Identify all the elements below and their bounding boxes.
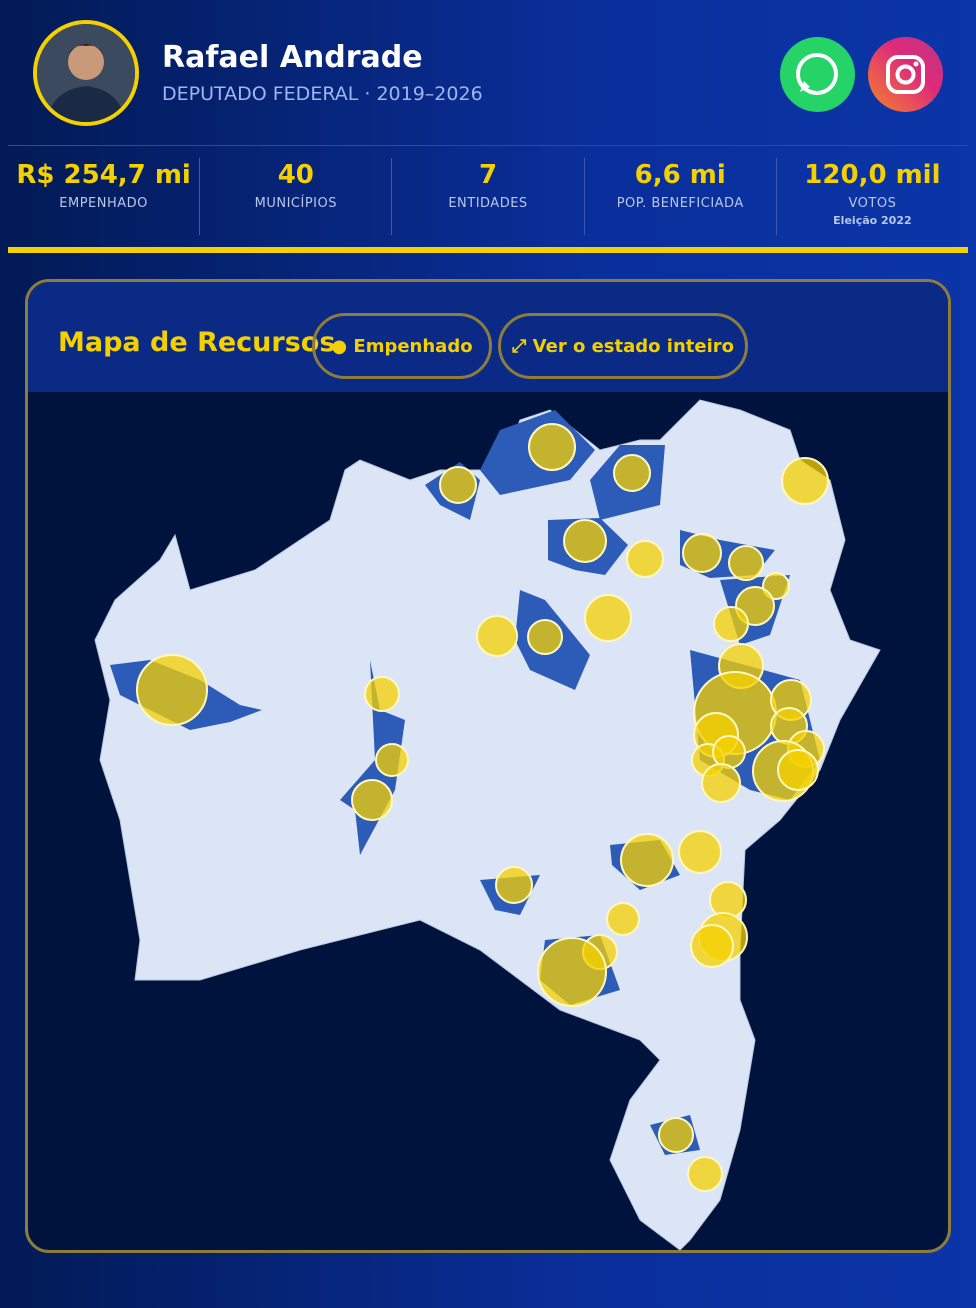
bubble[interactable] bbox=[777, 749, 819, 791]
bubble[interactable] bbox=[678, 830, 722, 874]
stat-value: 120,0 mil bbox=[804, 160, 941, 190]
instagram-button[interactable] bbox=[868, 37, 943, 112]
bubble[interactable] bbox=[606, 902, 640, 936]
view-state-button[interactable]: ⤢ Ver o estado inteiro bbox=[498, 313, 748, 379]
stat-label: ENTIDADES bbox=[448, 196, 528, 211]
bubble[interactable] bbox=[690, 924, 734, 968]
bubble[interactable] bbox=[476, 615, 518, 657]
state-shape bbox=[94, 399, 881, 1250]
stat: 6,6 mi POP. BENEFICIADA bbox=[585, 158, 777, 235]
bubble[interactable] bbox=[613, 454, 651, 492]
map-header: Mapa de Recursos ● Empenhado ⤢ Ver o est… bbox=[28, 282, 948, 392]
map bbox=[94, 399, 881, 1250]
bubble[interactable] bbox=[375, 743, 409, 777]
stat: R$ 254,7 mi EMPENHADO bbox=[8, 158, 201, 235]
bubble[interactable] bbox=[682, 533, 722, 573]
bubble[interactable] bbox=[527, 619, 563, 655]
stat-label: POP. BENEFICIADA bbox=[616, 196, 744, 211]
avatar-image bbox=[37, 24, 135, 122]
bubble[interactable] bbox=[351, 779, 393, 821]
stat-value: 7 bbox=[478, 160, 498, 190]
bubble[interactable] bbox=[658, 1117, 694, 1153]
bubble[interactable] bbox=[439, 466, 477, 504]
bubble[interactable] bbox=[713, 606, 749, 642]
bubble[interactable] bbox=[364, 676, 400, 712]
stat-value: R$ 254,7 mi bbox=[16, 160, 191, 190]
avatar bbox=[33, 20, 139, 126]
stat-value: 40 bbox=[277, 160, 314, 190]
bubble[interactable] bbox=[528, 423, 576, 471]
map-panel: Mapa de Recursos ● Empenhado ⤢ Ver o est… bbox=[25, 279, 951, 1253]
bubble[interactable] bbox=[495, 866, 533, 904]
bubble[interactable] bbox=[712, 735, 746, 769]
bubble[interactable] bbox=[563, 519, 607, 563]
bubble[interactable] bbox=[728, 545, 764, 581]
stat-value: 6,6 mi bbox=[634, 160, 726, 190]
bubble[interactable] bbox=[537, 937, 607, 1007]
bubble[interactable] bbox=[136, 654, 208, 726]
bubble[interactable] bbox=[626, 540, 664, 578]
stat: 7 ENTIDADES bbox=[392, 158, 585, 235]
bubble[interactable] bbox=[584, 594, 632, 642]
stats-bar: R$ 254,7 mi EMPENHADO 40 MUNICÍPIOS 7 ENTIDAD… bbox=[8, 145, 968, 253]
stat: 120,0 mil VOTOS Eleição 2022 bbox=[777, 158, 968, 235]
name: Rafael Andrade bbox=[162, 40, 423, 75]
stat-label: VOTOS bbox=[848, 196, 897, 211]
map-title: Mapa de Recursos bbox=[58, 327, 336, 358]
stat-label: EMPENHADO bbox=[59, 196, 148, 211]
stat-note: Eleição 2022 bbox=[833, 214, 912, 227]
whatsapp-button[interactable] bbox=[780, 37, 855, 112]
stat: 40 MUNICÍPIOS bbox=[200, 158, 393, 235]
bubble[interactable] bbox=[701, 763, 741, 803]
bubble[interactable] bbox=[687, 1156, 723, 1192]
resource-bubbles bbox=[136, 423, 829, 1192]
filter-button[interactable]: ● Empenhado bbox=[312, 313, 492, 379]
stat-label: MUNICÍPIOS bbox=[254, 196, 337, 211]
subtitle: DEPUTADO FEDERAL · 2019–2026 bbox=[162, 83, 483, 105]
bubble[interactable] bbox=[781, 457, 829, 505]
bubble[interactable] bbox=[620, 833, 674, 887]
